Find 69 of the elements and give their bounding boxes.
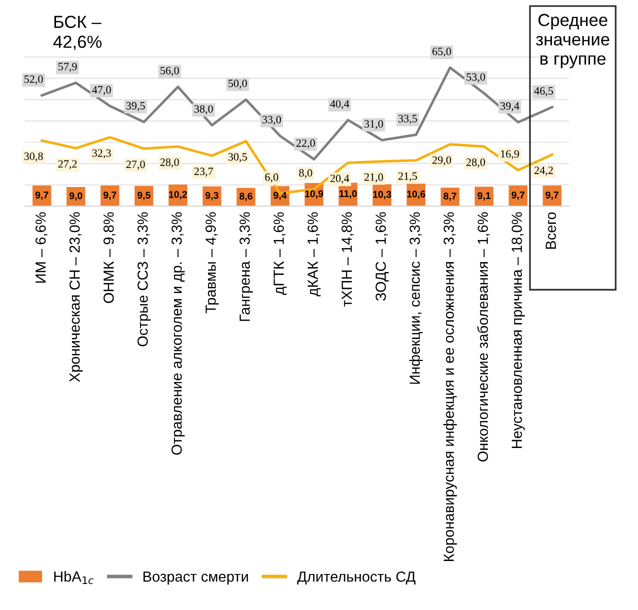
x-tick-label: Острые ССЗ – 3,3% — [138, 212, 151, 346]
data-label: 39,5 — [126, 102, 145, 112]
x-tick-label: ЗОДС – 1,6% — [376, 212, 389, 301]
data-label: 9,1 — [478, 192, 491, 201]
data-label: 9,4 — [274, 192, 287, 200]
data-label: 9,3 — [206, 192, 218, 200]
x-tick-label: Неустановленная причина – 18,0% — [512, 212, 525, 448]
data-label: 27,0 — [126, 160, 145, 170]
data-label: 11,0 — [339, 190, 357, 198]
x-tick-label: Всего — [546, 212, 556, 249]
data-label: 50,0 — [228, 80, 247, 89]
data-label: 40,4 — [330, 100, 350, 110]
x-tick-label: тХПН – 14,8% — [342, 212, 354, 306]
data-label: 8,6 — [240, 192, 252, 202]
data-label: 10,2 — [169, 191, 188, 200]
data-label: 28,0 — [466, 158, 486, 168]
data-label: 21,5 — [398, 172, 417, 182]
x-tick-label: Онкологические заболевания – 1,6% — [477, 212, 490, 462]
x-tick-label: Травмы – 4,9% — [206, 212, 219, 314]
data-label: 57,9 — [58, 62, 77, 72]
x-tick-label: Хроническая СН – 23,0% — [69, 212, 83, 382]
data-label: 24,2 — [534, 166, 553, 176]
data-label: 47,0 — [92, 86, 111, 96]
x-tick-label: Инфекции, сепсис – 3,3% — [409, 212, 423, 384]
x-tick-label: ИМ – 6,6% — [35, 212, 48, 283]
x-tick-label: Отравление алкоголем и др. – 3,3% — [172, 212, 185, 455]
data-label: 6,0 — [265, 173, 278, 182]
data-label: 33,0 — [262, 116, 281, 125]
data-label: 22,0 — [296, 139, 315, 148]
data-label: 28,0 — [160, 158, 179, 168]
data-label: 16,9 — [501, 150, 520, 160]
legend-label: HbA$_{1c}$ — [54, 571, 94, 584]
data-label: 31,0 — [364, 120, 383, 130]
data-label: 38,0 — [194, 105, 213, 114]
data-label: 9,5 — [138, 192, 150, 200]
data-label: 9,7 — [546, 192, 558, 200]
data-label: 32,3 — [92, 149, 111, 158]
data-label: 30,5 — [228, 153, 247, 162]
x-tick-label: дГТК – 1,6% — [274, 212, 287, 295]
data-label: 27,2 — [58, 160, 77, 170]
data-label: 46,5 — [534, 87, 554, 96]
data-label: 23,7 — [194, 168, 214, 177]
data-label: 21,0 — [364, 173, 383, 182]
legend-label: Возраст смерти — [143, 572, 248, 585]
data-label: 9,7 — [512, 192, 524, 200]
data-label: 56,0 — [160, 66, 179, 76]
data-label: 8,0 — [299, 169, 312, 178]
data-label: 30,8 — [24, 152, 43, 162]
data-label: 29,0 — [432, 156, 452, 166]
x-tick-label: Гангрена – 3,3% — [240, 212, 253, 321]
data-label: 9,7 — [103, 192, 116, 200]
data-label: 53,0 — [466, 73, 486, 82]
annotation: Среднее значение в группе — [536, 14, 610, 68]
legend-label: Длительность СД — [297, 571, 416, 585]
x-tick-label: Коронавирусная инфекция и ее осложнения – 3,3% — [443, 212, 457, 561]
data-label: 52,0 — [24, 75, 43, 84]
annotation: БСК – 42,6% — [53, 16, 102, 50]
x-tick-label: ОНМК – 9,8% — [104, 212, 116, 304]
data-label: 10,6 — [407, 190, 426, 199]
data-label: 20,4 — [330, 174, 350, 184]
data-label: 39,4 — [500, 102, 520, 112]
data-label: 10,3 — [373, 190, 392, 200]
data-label: 9,7 — [35, 192, 48, 200]
data-label: 8,7 — [444, 192, 456, 201]
data-label: 65,0 — [432, 48, 452, 57]
data-label: 10,9 — [305, 190, 324, 199]
data-label: 33,5 — [398, 114, 417, 124]
x-tick-label: дКАК – 1,6% — [308, 212, 321, 296]
data-label: 9,0 — [69, 192, 82, 201]
